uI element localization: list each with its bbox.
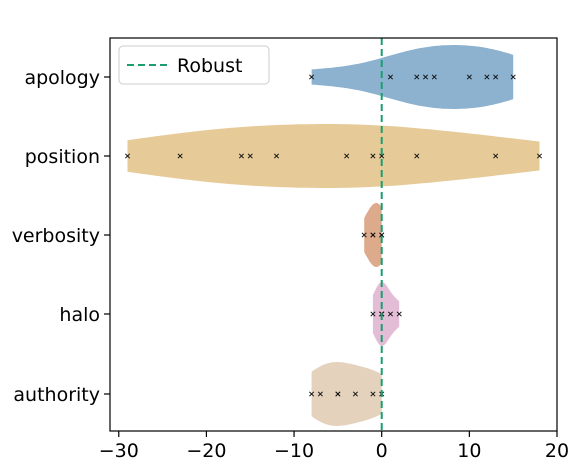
- point-halo-5: [396, 311, 402, 317]
- point-position-0: [124, 153, 131, 159]
- point-position-9: [493, 153, 499, 159]
- point-halo-0: [370, 311, 376, 317]
- point-position-10: [536, 153, 543, 159]
- point-verbosity-0: [361, 232, 367, 238]
- point-authority-4: [352, 391, 358, 397]
- point-apology-8: [510, 74, 516, 80]
- point-position-6: [370, 153, 376, 159]
- point-authority-3: [335, 391, 341, 397]
- x-tick-label-2: −10: [274, 440, 314, 460]
- x-tick-label-5: 20: [545, 440, 569, 460]
- violin-position: [127, 124, 540, 188]
- violin-apology: [311, 45, 514, 109]
- point-position-8: [414, 153, 420, 159]
- y-tick-label-authority: authority: [13, 384, 100, 406]
- point-halo-4: [387, 311, 394, 317]
- x-axis: −30 −20 −10 0 10 20: [99, 431, 569, 460]
- point-apology-5: [466, 74, 472, 80]
- point-apology-2: [414, 74, 420, 80]
- legend: Robust: [118, 45, 270, 85]
- violins-layer: [127, 45, 540, 426]
- point-apology-7: [493, 74, 499, 80]
- legend-label-robust: Robust: [177, 55, 242, 77]
- y-tick-label-verbosity: verbosity: [12, 225, 100, 247]
- legend-box: [118, 45, 270, 85]
- point-authority-0: [309, 391, 315, 397]
- point-position-5: [344, 153, 350, 159]
- point-apology-0: [309, 74, 315, 80]
- x-tick-label-4: 10: [457, 440, 481, 460]
- point-position-1: [177, 153, 183, 159]
- point-apology-4: [431, 74, 437, 80]
- point-verbosity-4: [379, 232, 385, 238]
- point-position-2: [238, 153, 245, 159]
- x-tick-label-0: −30: [99, 440, 139, 460]
- point-apology-3: [422, 74, 429, 80]
- point-position-7: [379, 153, 385, 159]
- y-tick-label-halo: halo: [59, 304, 100, 326]
- y-tick-label-apology: apology: [24, 67, 100, 89]
- point-apology-1: [387, 74, 394, 80]
- y-axis: apology position verbosity halo authority: [12, 67, 110, 406]
- x-tick-label-1: −20: [186, 440, 226, 460]
- x-tick-label-3: 0: [376, 440, 388, 460]
- point-authority-1: [317, 391, 323, 397]
- y-tick-label-position: position: [25, 146, 100, 168]
- point-verbosity-2: [370, 232, 376, 238]
- point-authority-5: [370, 391, 376, 397]
- points-layer: [124, 74, 543, 397]
- violin-halo: [372, 282, 400, 346]
- point-position-3: [247, 153, 253, 159]
- point-apology-6: [484, 74, 490, 80]
- violin-authority: [311, 362, 382, 426]
- point-position-4: [273, 153, 280, 159]
